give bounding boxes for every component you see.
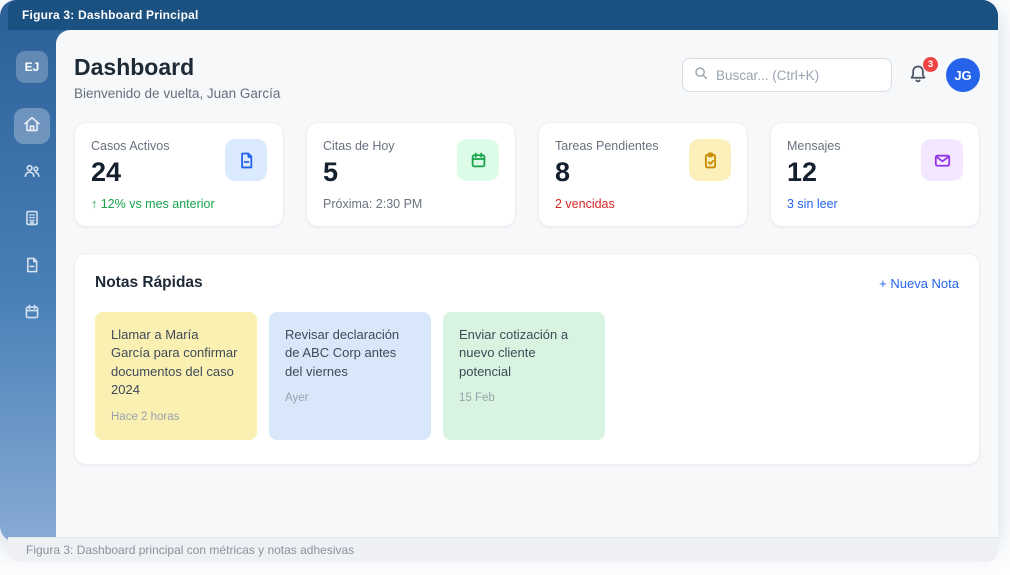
stat-value: 8 <box>555 157 571 187</box>
stat-label: Tareas Pendientes <box>555 139 659 153</box>
sticky-note[interactable]: Enviar cotización a nuevo cliente potenc… <box>443 312 605 440</box>
stat-subtext: 3 sin leer <box>787 196 838 211</box>
sticky-note[interactable]: Revisar declaración de ABC Corp antes de… <box>269 312 431 440</box>
users-icon <box>22 161 42 186</box>
document-icon <box>22 255 42 280</box>
app-window: EJ <box>8 30 998 537</box>
sidebar-item-office[interactable] <box>14 202 50 238</box>
page-header: Dashboard Bienvenido de vuelta, Juan Gar… <box>74 48 980 101</box>
stat-value: 5 <box>323 157 339 187</box>
stat-cards-row: Casos Activos 24 ↑ 12% vs mes anterior C… <box>74 122 980 227</box>
stat-label: Citas de Hoy <box>323 139 395 153</box>
note-timestamp: Ayer <box>285 392 309 405</box>
note-timestamp: Hace 2 horas <box>111 410 180 423</box>
notifications-button[interactable]: 3 <box>907 57 938 87</box>
notification-badge: 3 <box>923 57 938 72</box>
stat-subtext: ↑ 12% vs mes anterior <box>91 196 215 211</box>
sidebar: EJ <box>8 30 56 537</box>
page-title: Dashboard <box>74 54 195 80</box>
user-avatar[interactable]: JG <box>946 58 980 92</box>
stat-card-casos-activos: Casos Activos 24 ↑ 12% vs mes anterior <box>74 122 284 227</box>
note-text: Llamar a María García para confirmar doc… <box>111 327 238 398</box>
clipboard-check-icon <box>689 139 731 181</box>
quick-notes-panel: Notas Rápidas + Nueva Nota Llamar a Marí… <box>74 253 980 465</box>
stat-subtext: 2 vencidas <box>555 196 615 211</box>
figure-caption: Figura 3: Dashboard principal con métric… <box>26 543 355 557</box>
calendar-icon <box>22 302 42 327</box>
sidebar-item-home[interactable] <box>14 108 50 144</box>
search-icon <box>693 65 709 86</box>
stat-label: Mensajes <box>787 139 841 153</box>
main-content: Dashboard Bienvenido de vuelta, Juan Gar… <box>56 30 998 537</box>
stat-value: 12 <box>787 157 818 187</box>
app-logo[interactable]: EJ <box>16 51 48 83</box>
search-input[interactable] <box>716 67 893 83</box>
welcome-text: Bienvenido de vuelta, Juan García <box>74 86 281 101</box>
figure-title: Figura 3: Dashboard Principal <box>22 8 199 22</box>
figure-title-bar: Figura 3: Dashboard Principal <box>8 0 998 30</box>
figure-caption-bar: Figura 3: Dashboard principal con métric… <box>8 537 998 562</box>
page-header-titles: Dashboard Bienvenido de vuelta, Juan Gar… <box>74 48 280 101</box>
new-note-button[interactable]: + Nueva Nota <box>879 275 959 291</box>
sticky-note[interactable]: Llamar a María García para confirmar doc… <box>95 312 257 440</box>
mail-icon <box>921 139 963 181</box>
header-controls: 3 JG <box>682 57 980 92</box>
sidebar-item-clients[interactable] <box>14 155 50 191</box>
stat-card-mensajes: Mensajes 12 3 sin leer <box>770 122 980 227</box>
sticky-notes-row: Llamar a María García para confirmar doc… <box>95 312 959 440</box>
stat-card-citas-de-hoy: Citas de Hoy 5 Próxima: 2:30 PM <box>306 122 516 227</box>
note-timestamp: 15 Feb <box>459 392 495 405</box>
sidebar-item-documents[interactable] <box>14 249 50 285</box>
search-box[interactable] <box>682 58 893 92</box>
note-text: Enviar cotización a nuevo cliente potenc… <box>459 327 569 379</box>
note-text: Revisar declaración de ABC Corp antes de… <box>285 327 400 379</box>
home-icon <box>22 114 42 139</box>
stat-value: 24 <box>91 157 122 187</box>
sidebar-item-calendar[interactable] <box>14 296 50 332</box>
panel-title: Notas Rápidas <box>95 274 203 291</box>
stat-subtext: Próxima: 2:30 PM <box>323 196 423 211</box>
stat-card-tareas-pendientes: Tareas Pendientes 8 2 vencidas <box>538 122 748 227</box>
document-icon <box>225 139 267 181</box>
calendar-icon <box>457 139 499 181</box>
stat-label: Casos Activos <box>91 139 170 153</box>
building-icon <box>22 208 42 233</box>
